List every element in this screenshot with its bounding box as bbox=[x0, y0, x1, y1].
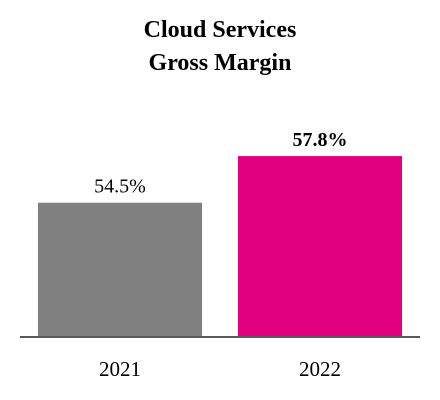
chart-title-line-2: Gross Margin bbox=[148, 50, 292, 76]
x-tick-label-2021: 2021 bbox=[99, 357, 141, 381]
bar-2021 bbox=[38, 202, 202, 337]
x-tick-label-2022: 2022 bbox=[299, 357, 341, 381]
data-label-2022: 57.8% bbox=[293, 129, 348, 151]
bar-2022 bbox=[238, 156, 402, 337]
data-label-2021: 54.5% bbox=[94, 176, 146, 198]
chart-title-line-1: Cloud Services bbox=[143, 17, 297, 43]
